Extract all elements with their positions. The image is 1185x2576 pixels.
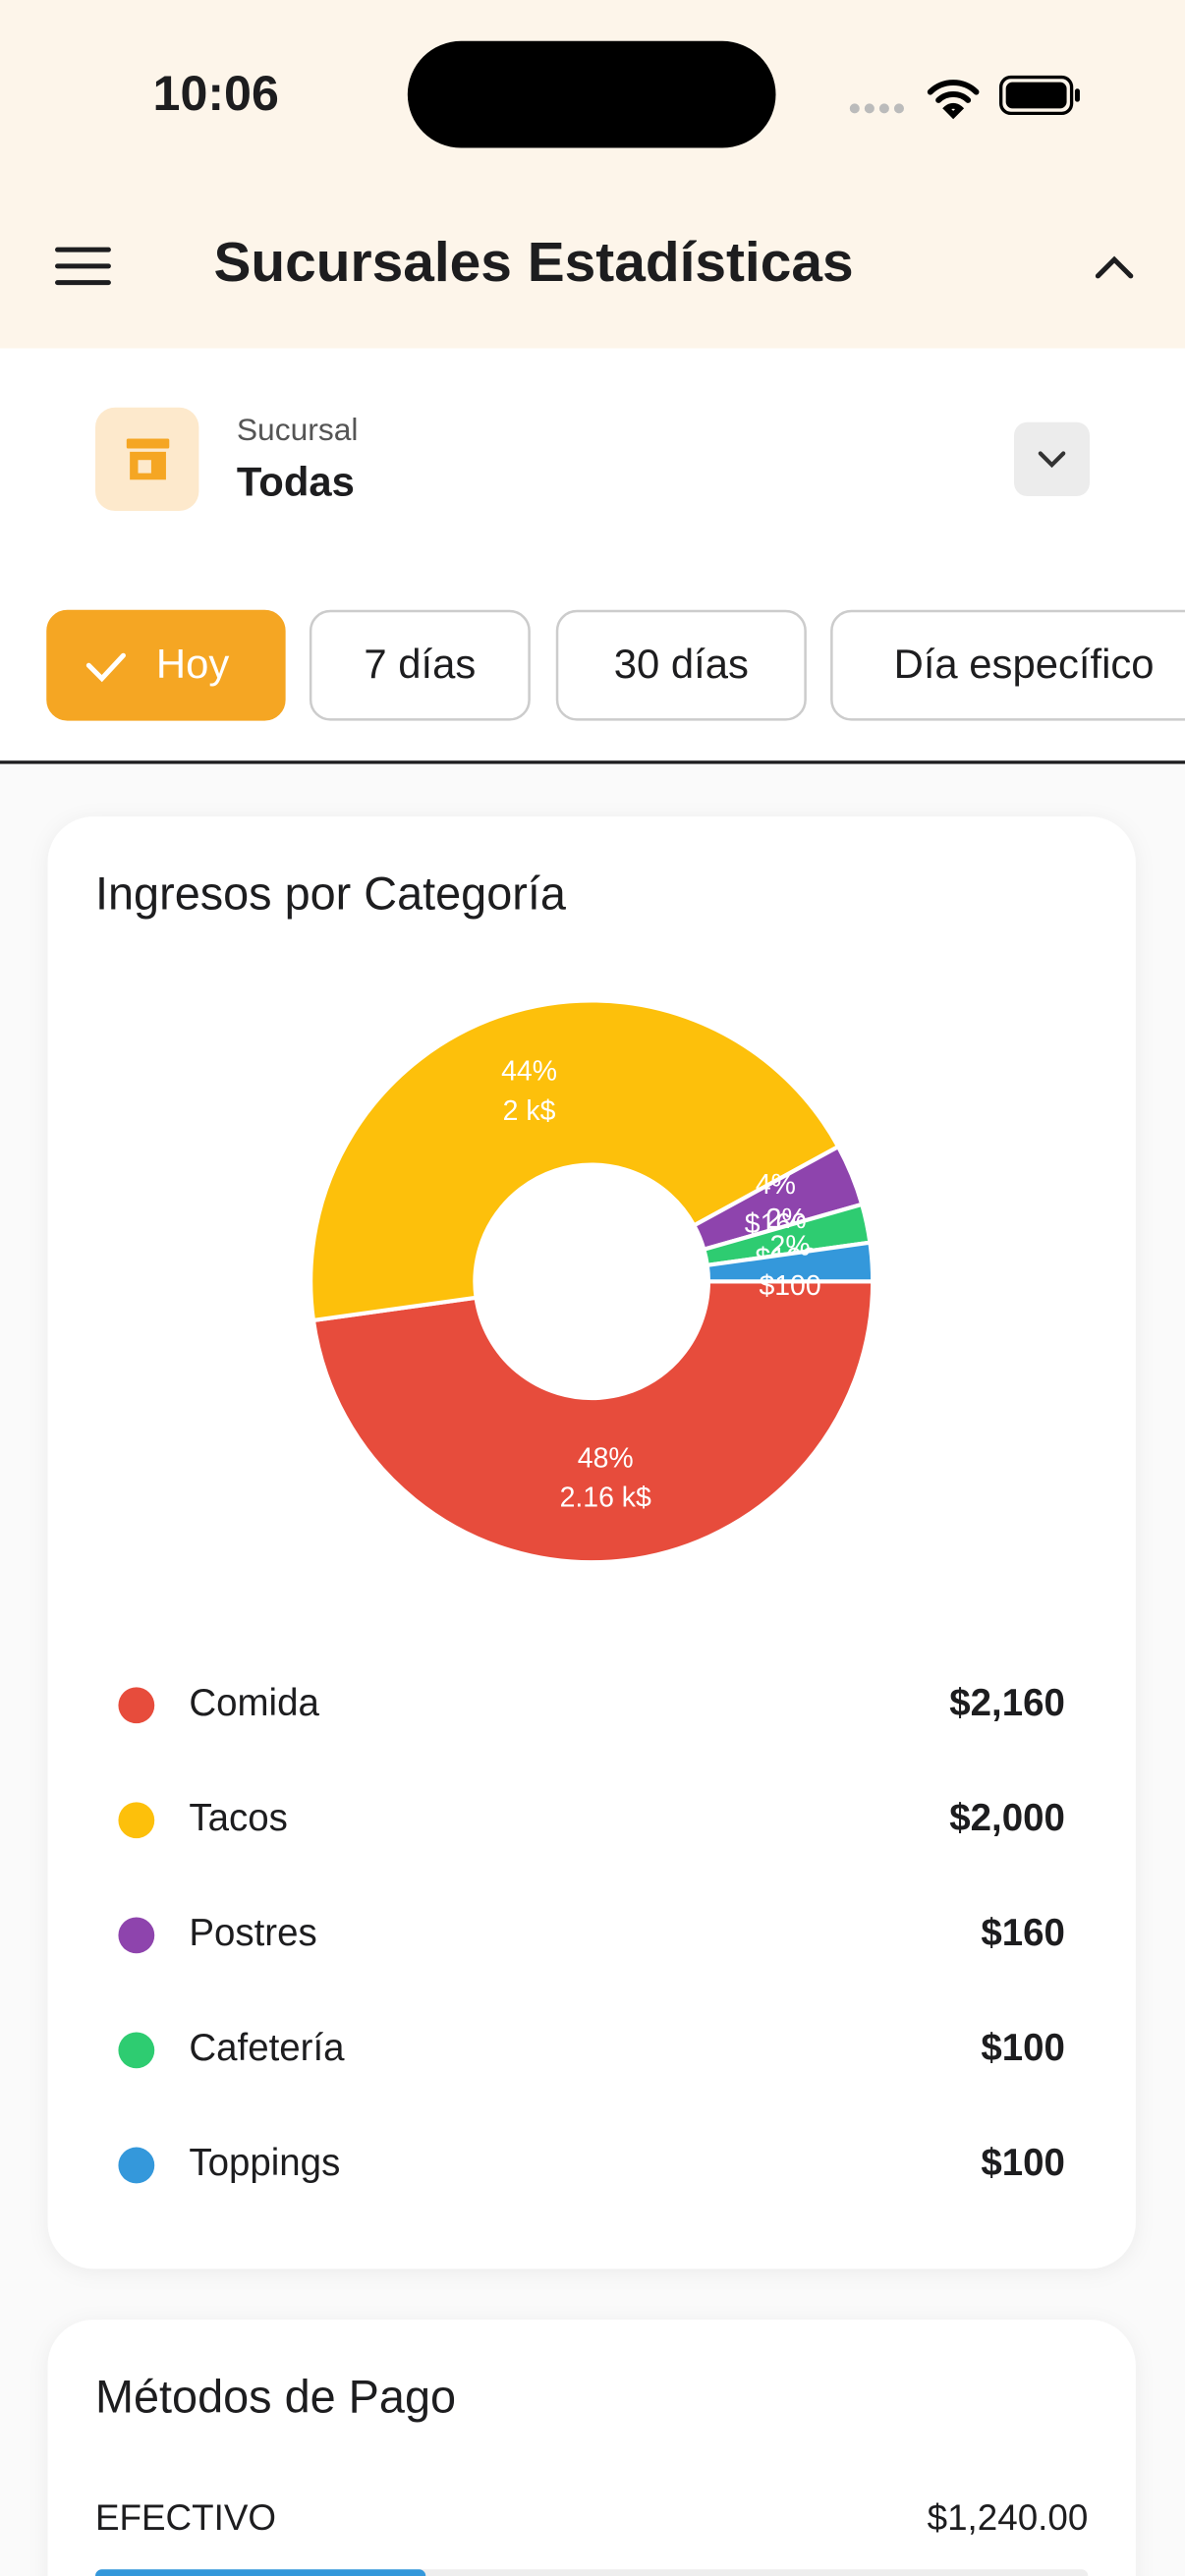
filter-label: Día específico (894, 641, 1155, 687)
chart-title: Ingresos por Categoría (95, 868, 567, 919)
wifi-icon (927, 80, 980, 120)
slice-amount: 2.16 k$ (560, 1483, 651, 1514)
legend-dot (118, 1687, 155, 1724)
battery-icon (998, 75, 1080, 116)
legend-value: $2,000 (949, 1797, 1065, 1839)
slice-percent: 2% (766, 1204, 807, 1235)
divider (0, 760, 1185, 764)
donut-slice (310, 1279, 875, 1565)
legend-name: Toppings (189, 2142, 340, 2184)
filter-chip[interactable] (46, 609, 286, 721)
check-icon (85, 652, 126, 683)
header-title: Sucursales Estadísticas (213, 232, 853, 294)
donut-slice (705, 1240, 875, 1284)
branch-value[interactable]: Todas (237, 458, 355, 504)
filter-label: 7 días (364, 641, 476, 687)
payment-amount: $1,240.00 (928, 2497, 1089, 2538)
store-icon (126, 438, 170, 480)
legend-dot (118, 1917, 155, 1954)
branch-dropdown[interactable] (1014, 421, 1090, 497)
legend-name: Postres (189, 1912, 316, 1954)
legend-dot (118, 1802, 155, 1839)
slice-amount: 2 k$ (503, 1095, 556, 1127)
legend-value: $160 (981, 1912, 1065, 1954)
payment-bar (95, 2569, 426, 2576)
legend-name: Comida (189, 1682, 319, 1724)
slice-amount: $100 (759, 1270, 820, 1302)
signal-icon (849, 103, 904, 114)
filter-chip[interactable] (555, 609, 807, 721)
slice-percent: 4% (756, 1169, 796, 1201)
filter-chip[interactable] (830, 609, 1185, 721)
collapse-button[interactable] (1095, 255, 1134, 279)
legend-name: Tacos (189, 1797, 287, 1839)
slice-percent: 48% (578, 1443, 634, 1475)
slice-percent: 44% (501, 1056, 557, 1088)
payment-method: EFECTIVO (95, 2497, 276, 2538)
legend-value: $100 (981, 2142, 1065, 2184)
filter-label: Hoy (156, 641, 229, 687)
legend-dot (118, 2147, 155, 2184)
legend-name: Cafetería (189, 2027, 345, 2069)
donut-slice (309, 998, 841, 1323)
slice-percent: 2% (770, 1231, 811, 1262)
filter-label: 30 días (614, 641, 749, 687)
clock: 10:06 (153, 66, 279, 121)
filter-chip[interactable] (309, 609, 531, 721)
legend-value: $2,160 (949, 1682, 1065, 1724)
payments-card (47, 2320, 1136, 2576)
menu-button[interactable] (55, 247, 111, 286)
legend-dot (118, 2032, 155, 2069)
dynamic-island (407, 40, 776, 148)
payments-title: Métodos de Pago (95, 2371, 456, 2422)
legend-value: $100 (981, 2027, 1065, 2069)
branch-label: Sucursal (237, 412, 359, 447)
